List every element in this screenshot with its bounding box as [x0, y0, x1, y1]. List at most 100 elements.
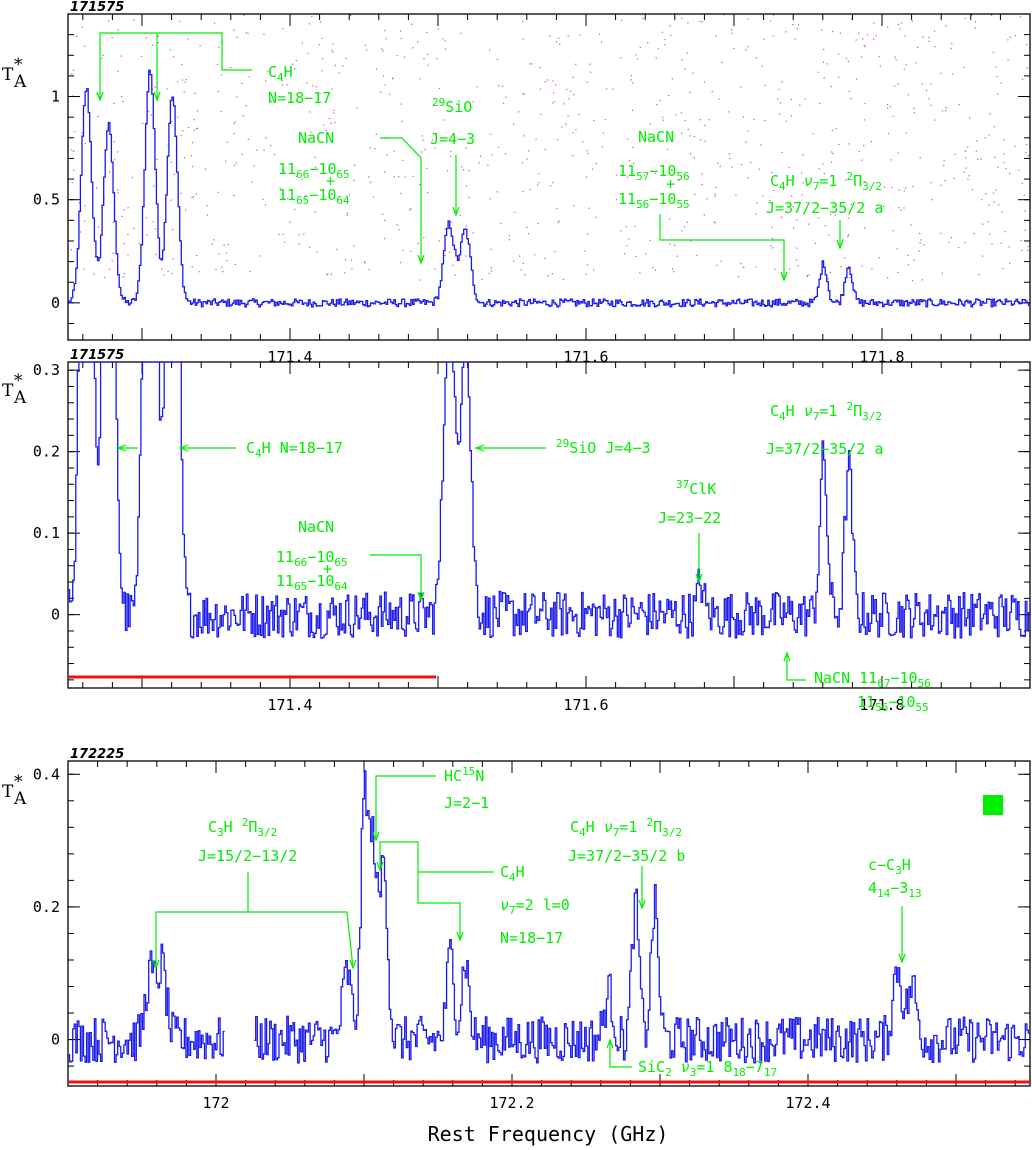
- speckle-dot: [472, 232, 474, 234]
- speckle-dot: [345, 57, 347, 60]
- speckle-dot: [622, 203, 624, 205]
- speckle-dot: [227, 244, 229, 246]
- speckle-dot: [588, 207, 590, 209]
- svg-text:T: T: [2, 381, 14, 401]
- speckle-dot: [883, 205, 885, 207]
- speckle-dot: [444, 40, 446, 42]
- speckle-dot: [248, 76, 250, 78]
- speckle-dot: [664, 38, 666, 41]
- speckle-dot: [589, 63, 591, 65]
- speckle-dot: [838, 143, 840, 145]
- speckle-dot: [437, 28, 439, 30]
- y-tick-label: 0.5: [33, 191, 60, 209]
- speckle-dot: [728, 111, 730, 113]
- speckle-dot: [226, 260, 228, 262]
- speckle-dot: [629, 160, 631, 162]
- speckle-dot: [586, 81, 588, 83]
- speckle-dot: [740, 262, 742, 265]
- speckle-dot: [241, 82, 243, 84]
- svg-text:NaCN: NaCN: [298, 518, 334, 536]
- speckle-dot: [527, 233, 529, 235]
- speckle-dot: [526, 158, 528, 160]
- speckle-dot: [412, 47, 414, 49]
- x-tick-label: 171.6: [563, 348, 608, 366]
- speckle-dot: [556, 139, 559, 141]
- speckle-dot: [988, 204, 990, 206]
- speckle-dot: [198, 271, 200, 273]
- speckle-dot: [850, 203, 852, 205]
- speckle-dot: [830, 86, 832, 88]
- speckle-dot: [375, 133, 377, 135]
- speckle-dot: [994, 156, 996, 158]
- speckle-dot: [995, 66, 997, 68]
- speckle-dot: [461, 166, 463, 168]
- speckle-dot: [599, 33, 601, 35]
- speckle-dot: [565, 123, 567, 125]
- speckle-dot: [917, 46, 919, 48]
- speckle-dot: [778, 88, 780, 91]
- speckle-dot: [879, 189, 881, 191]
- speckle-dot: [931, 199, 933, 201]
- speckle-dot: [582, 141, 584, 143]
- speckle-dot: [325, 130, 327, 132]
- speckle-dot: [723, 14, 725, 16]
- speckle-dot: [632, 146, 634, 149]
- speckle-dot: [309, 246, 311, 248]
- speckle-dot: [900, 22, 903, 24]
- speckle-dot: [584, 250, 586, 252]
- speckle-dot: [1007, 59, 1009, 61]
- speckle-dot: [282, 233, 284, 235]
- speckle-dot: [410, 250, 412, 252]
- speckle-dot: [635, 255, 637, 257]
- speckle-dot: [918, 250, 920, 252]
- speckle-dot: [760, 144, 762, 146]
- speckle-dot: [368, 269, 370, 271]
- speckle-dot: [755, 213, 757, 215]
- speckle-dot: [740, 86, 742, 88]
- speckle-dot: [497, 146, 500, 148]
- speckle-dot: [396, 55, 398, 57]
- svg-text:N=18−17: N=18−17: [268, 89, 331, 107]
- speckle-dot: [789, 268, 791, 270]
- speckle-dot: [443, 119, 445, 121]
- speckle-dot: [892, 115, 894, 117]
- speckle-dot: [538, 182, 540, 184]
- speckle-dot: [544, 81, 546, 83]
- speckle-dot: [314, 156, 316, 158]
- speckle-dot: [558, 220, 560, 222]
- speckle-dot: [671, 78, 673, 80]
- speckle-dot: [790, 99, 793, 101]
- speckle-dot: [785, 120, 787, 122]
- speckle-dot: [879, 65, 881, 67]
- speckle-dot: [161, 268, 163, 270]
- speckle-dot: [353, 179, 355, 182]
- speckle-dot: [781, 81, 783, 83]
- speckle-dot: [788, 166, 790, 169]
- speckle-dot: [785, 31, 787, 33]
- speckle-dot: [284, 241, 286, 243]
- speckle-dot: [333, 109, 335, 111]
- speckle-dot: [211, 243, 213, 245]
- speckle-dot: [294, 208, 296, 210]
- speckle-dot: [552, 181, 554, 184]
- speckle-dot: [934, 119, 936, 121]
- speckle-dot: [382, 213, 384, 215]
- speckle-dot: [553, 92, 555, 94]
- speckle-dot: [731, 29, 733, 31]
- speckle-dot: [559, 43, 561, 45]
- speckle-dot: [905, 187, 907, 189]
- speckle-dot: [620, 19, 623, 21]
- speckle-dot: [905, 132, 907, 134]
- speckle-dot: [305, 194, 307, 197]
- speckle-dot: [233, 194, 235, 196]
- speckle-dot: [332, 43, 334, 45]
- speckle-dot: [526, 226, 528, 228]
- speckle-dot: [309, 111, 311, 113]
- panel-3-frame: [67, 760, 1031, 1087]
- speckle-dot: [247, 138, 249, 140]
- speckle-dot: [196, 255, 198, 257]
- speckle-dot: [155, 253, 157, 256]
- speckle-dot: [450, 150, 452, 153]
- speckle-dot: [398, 176, 400, 178]
- speckle-dot: [992, 51, 994, 53]
